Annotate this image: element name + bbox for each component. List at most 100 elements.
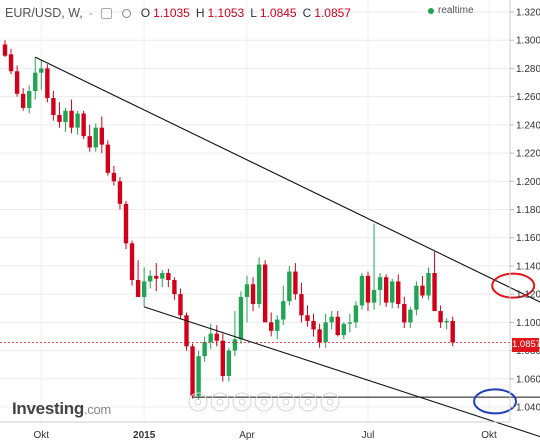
candle [14, 65, 20, 97]
candle [244, 275, 250, 323]
chart-header: EUR/USD, W, - O 1.1035 H 1.1053 L 1.0845… [5, 5, 357, 21]
low-value: 1.0845 [259, 6, 297, 20]
candlestick-series [0, 40, 510, 400]
candle [75, 110, 80, 135]
candle-body [14, 71, 20, 94]
y-tick-label: 1.1000 [516, 318, 540, 329]
candle-body [311, 320, 316, 330]
candle-body [220, 340, 225, 376]
candle [8, 48, 14, 75]
candle-body [420, 285, 425, 296]
candle [148, 270, 153, 289]
candle [420, 275, 425, 299]
candle [117, 177, 123, 210]
candle [432, 251, 437, 312]
candle-body [299, 294, 304, 316]
candle-body [232, 339, 238, 351]
y-tick-label: 1.2200 [516, 149, 540, 160]
candle [99, 116, 104, 154]
candle-body [287, 271, 292, 302]
candle [196, 350, 201, 400]
trendline [143, 306, 540, 438]
zoom-in-icon[interactable] [232, 392, 252, 412]
logo-brand: Investing [12, 399, 84, 418]
y-tick-label: 1.2600 [516, 92, 540, 103]
trendline [35, 56, 540, 303]
candle-body [256, 264, 262, 305]
candle [287, 265, 292, 306]
candle [154, 263, 159, 292]
y-tick-label: 1.2400 [516, 120, 540, 131]
realtime-label: realtime [438, 5, 474, 16]
candle [135, 260, 141, 297]
candle [256, 257, 262, 309]
candle-body [39, 68, 44, 73]
candle-body [214, 333, 219, 341]
chart-settings-icon[interactable] [100, 7, 112, 19]
candle-body [8, 54, 14, 72]
candle-body [172, 280, 177, 295]
candle [57, 102, 62, 128]
high-label: H [195, 6, 205, 20]
candle-body [396, 281, 401, 305]
candle-body [275, 319, 280, 331]
indicator-icon[interactable] [121, 8, 131, 18]
y-tick-label: 1.0400 [516, 403, 540, 414]
candle [353, 301, 359, 328]
candle [359, 272, 365, 310]
candle [178, 288, 183, 320]
candle-body [226, 350, 232, 376]
candle [383, 274, 389, 307]
candle [166, 268, 171, 288]
y-tick-label: 1.1200 [516, 290, 540, 301]
candle-body [281, 301, 286, 320]
candle-body [444, 320, 449, 323]
investing-logo: Investing.com [12, 399, 111, 419]
x-tick-label: 2015 [133, 430, 156, 441]
candle-body [129, 243, 135, 281]
candle-body [148, 275, 153, 282]
candle [347, 313, 353, 333]
candle [414, 281, 419, 316]
close-value: 1.0857 [314, 6, 351, 20]
candle-body [414, 285, 419, 310]
candle-body [323, 322, 328, 343]
y-tick-label: 1.1600 [516, 233, 540, 244]
candle-body [365, 275, 371, 303]
candle-body [244, 284, 250, 297]
candle-body [377, 277, 383, 290]
candle-body [105, 144, 111, 173]
candle [438, 305, 443, 328]
candle-body [178, 294, 183, 316]
zoom-out-icon[interactable] [254, 392, 274, 412]
candle [238, 291, 244, 344]
candle [172, 277, 177, 300]
candle [402, 296, 407, 328]
candle-body [353, 305, 359, 323]
chart-settings-icon[interactable] [188, 392, 208, 412]
chart-x-grid [40, 0, 490, 422]
candle [371, 223, 377, 310]
candle [141, 267, 147, 307]
x-tick-label: Apr [239, 430, 255, 441]
indicator-icon[interactable] [210, 392, 230, 412]
candle [51, 91, 56, 121]
candle-body [238, 296, 244, 340]
candle-body [305, 315, 310, 321]
candle [93, 123, 98, 152]
y-tick-label: 1.1800 [516, 205, 540, 216]
draw-icon[interactable] [298, 392, 318, 412]
candle [20, 88, 26, 111]
y-tick-label: 1.0600 [516, 374, 540, 385]
candle-body [196, 356, 201, 396]
y-tick-label: 1.2800 [516, 64, 540, 75]
refresh-icon[interactable] [276, 392, 296, 412]
fullscreen-icon[interactable] [320, 392, 340, 412]
annotation-shapes [473, 272, 536, 415]
candle [2, 40, 8, 58]
candle [293, 263, 298, 300]
realtime-dot-icon [428, 7, 434, 14]
candle-body [141, 281, 147, 297]
candle-body [99, 127, 104, 145]
